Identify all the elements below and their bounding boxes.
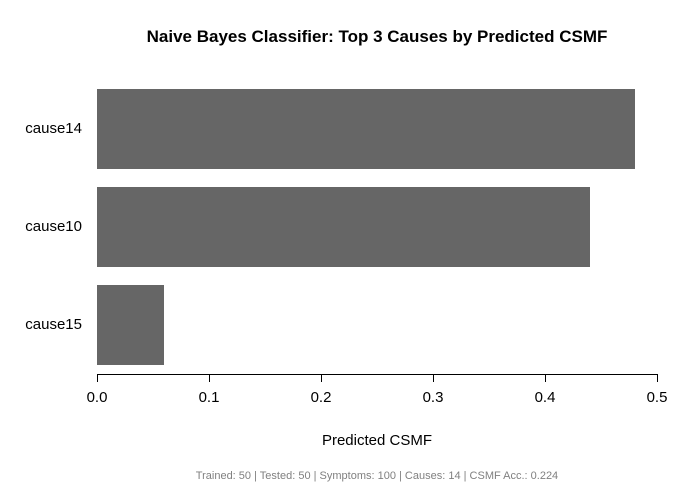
footer-stats: Trained: 50 | Tested: 50 | Symptoms: 100… (195, 470, 559, 482)
chart-title: Naive Bayes Classifier: Top 3 Causes by … (146, 27, 608, 46)
x-axis-tick-label: 0.3 (422, 389, 444, 406)
y-axis-label-cause14: cause14 (25, 120, 82, 137)
x-axis-tick (657, 374, 658, 382)
x-axis-tick (321, 374, 322, 382)
x-axis-tick-label: 0.2 (310, 389, 332, 406)
x-axis-tick (545, 374, 546, 382)
y-axis-label-cause10: cause10 (25, 218, 82, 235)
bar-cause10 (97, 187, 590, 267)
x-axis-tick (433, 374, 434, 382)
x-axis-tick-label: 0.1 (198, 389, 220, 406)
y-axis-label-cause15: cause15 (25, 316, 82, 333)
x-axis-label: Predicted CSMF (321, 432, 433, 449)
bar-cause15 (97, 285, 164, 365)
x-axis-tick-label: 0.0 (86, 389, 108, 406)
x-axis-tick-label: 0.5 (646, 389, 668, 406)
plot-area (97, 85, 657, 374)
x-axis-tick (209, 374, 210, 382)
x-axis-line (97, 374, 658, 375)
bar-cause14 (97, 89, 635, 169)
x-axis-tick-label: 0.4 (534, 389, 556, 406)
x-axis-tick (97, 374, 98, 382)
